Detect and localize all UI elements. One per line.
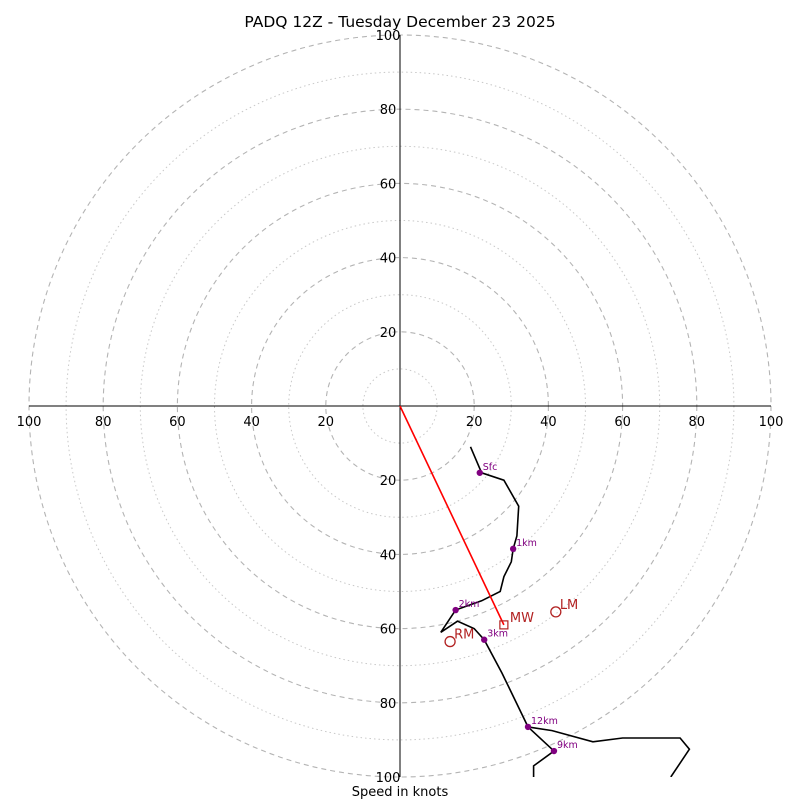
height-marker	[550, 747, 558, 755]
y-tick-label: 100	[376, 29, 401, 44]
height-marker	[481, 636, 488, 643]
x-tick-label: 40	[540, 415, 557, 430]
y-tick-label: 40	[380, 548, 397, 563]
x-tick-label: 100	[17, 415, 42, 430]
x-tick-label: 20	[466, 415, 483, 430]
mean-wind-label: MW	[510, 611, 534, 626]
storm-motion-marker-lm	[550, 606, 562, 618]
height-marker-label: 12km	[531, 716, 558, 727]
height-marker	[476, 469, 483, 476]
height-marker-label: Sfc	[483, 462, 498, 473]
height-marker-label: 3km	[487, 629, 508, 640]
height-marker	[524, 723, 532, 731]
height-marker	[452, 606, 459, 614]
x-tick-label: 80	[689, 415, 706, 430]
height-marker-label: 1km	[516, 538, 537, 549]
y-tick-label: 60	[380, 177, 397, 192]
storm-motion-marker-rm	[444, 635, 456, 648]
y-tick-label: 80	[380, 697, 397, 712]
x-tick-label: 40	[243, 415, 260, 430]
mean-wind-marker	[499, 620, 509, 630]
x-tick-label: 80	[95, 415, 112, 430]
x-tick-label: 100	[759, 415, 784, 430]
y-tick-label: 20	[380, 326, 397, 341]
x-axis-label: Speed in knots	[352, 785, 449, 800]
y-tick-label: 80	[380, 103, 397, 118]
chart-title: PADQ 12Z - Tuesday December 23 2025	[244, 13, 555, 31]
y-tick-label: 40	[380, 252, 397, 267]
y-tick-label: 20	[380, 474, 397, 489]
x-tick-label: 60	[614, 415, 631, 430]
height-marker-label: 9km	[557, 740, 578, 751]
height-marker-label: 2km	[459, 599, 480, 610]
y-tick-label: 100	[376, 771, 401, 786]
x-tick-label: 20	[318, 415, 335, 430]
storm-motion-label-rm: RM	[454, 628, 474, 643]
x-tick-label: 60	[169, 415, 186, 430]
height-marker	[509, 545, 517, 553]
storm-motion-label-lm: LM	[560, 598, 578, 613]
hodograph-line-upper	[527, 726, 691, 777]
mean-wind-vector	[399, 405, 505, 626]
y-tick-label: 60	[380, 623, 397, 638]
